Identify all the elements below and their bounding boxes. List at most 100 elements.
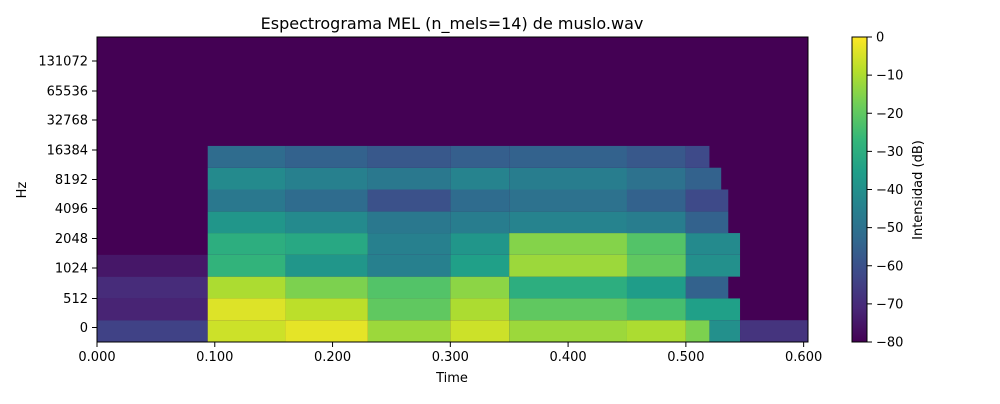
heatmap-cell: [207, 320, 286, 342]
heatmap-cells: [97, 145, 809, 342]
heatmap-cell: [367, 145, 451, 168]
y-axis-label: Hz: [15, 182, 30, 199]
y-tick-label: 32768: [47, 114, 88, 129]
colorbar-tick-label: −60: [876, 259, 903, 274]
heatmap-cell: [450, 167, 510, 190]
heatmap-cell: [685, 145, 710, 168]
heatmap-cell: [626, 211, 686, 234]
heatmap-cell: [450, 254, 510, 277]
heatmap-cell: [509, 145, 627, 168]
colorbar-label: Intensidad (dB): [911, 140, 926, 240]
heatmap-cell: [626, 254, 686, 277]
heatmap-cell: [207, 145, 286, 168]
y-tick-label: 1024: [55, 262, 88, 277]
colorbar-tick-label: −50: [876, 221, 903, 236]
heatmap-cell: [509, 298, 627, 321]
heatmap-cell: [367, 298, 451, 321]
y-tick-label: 65536: [47, 85, 88, 100]
heatmap-cell: [685, 254, 741, 277]
colorbar-tick-label: −70: [876, 297, 903, 312]
heatmap-cell: [367, 233, 451, 255]
heatmap-cell: [207, 254, 286, 277]
y-tick-label: 16384: [47, 144, 88, 159]
heatmap-cell: [685, 233, 741, 255]
heatmap-cell: [285, 189, 368, 212]
x-tick-label: 0.400: [549, 350, 586, 365]
heatmap-cell: [509, 211, 627, 234]
heatmap-cell: [97, 254, 208, 277]
heatmap-cell: [509, 233, 627, 255]
heatmap-cell: [207, 211, 286, 234]
heatmap-cell: [509, 167, 627, 190]
heatmap-cell: [97, 276, 208, 299]
y-tick-label: 131072: [38, 55, 88, 70]
heatmap-cell: [626, 276, 686, 299]
heatmap-cell: [207, 298, 286, 321]
colorbar-ticks: 0 −10 −20 −30 −40 −50 −60 −70 −80: [867, 31, 903, 351]
heatmap-cell: [367, 189, 451, 212]
heatmap-cell: [367, 211, 451, 234]
y-tick-label: 2048: [55, 232, 88, 247]
x-axis-ticks: 0.000 0.100 0.200 0.300 0.400 0.500 0.600: [78, 342, 822, 365]
x-tick-label: 0.100: [196, 350, 233, 365]
x-tick-label: 0.500: [667, 350, 704, 365]
heatmap-cell: [450, 211, 510, 234]
heatmap-cell: [367, 167, 451, 190]
heatmap-cell: [97, 320, 208, 342]
plot-frame: [96, 36, 809, 343]
heatmap-cell: [207, 189, 286, 212]
heatmap-cell: [626, 233, 686, 255]
x-axis-label: Time: [435, 371, 468, 386]
heatmap-cell: [626, 189, 686, 212]
x-tick-label: 0.600: [785, 350, 822, 365]
heatmap-cell: [450, 298, 510, 321]
heatmap-cell: [285, 167, 368, 190]
heatmap-cell: [285, 320, 368, 342]
heatmap-cell: [285, 233, 368, 255]
y-tick-label: 4096: [55, 202, 88, 217]
heatmap-cell: [207, 233, 286, 255]
heatmap-cell: [285, 276, 368, 299]
x-tick-label: 0.200: [314, 350, 351, 365]
y-tick-label: 512: [63, 292, 88, 307]
heatmap-cell: [509, 254, 627, 277]
y-axis-ticks: 0 512 1024 2048 4096 8192 16384 32768 65536 13107…: [38, 55, 97, 336]
heatmap-cell: [207, 167, 286, 190]
heatmap-cell: [285, 145, 368, 168]
chart-title: Espectrograma MEL (n_mels=14) de muslo.w…: [261, 14, 644, 34]
heatmap-cell: [685, 320, 710, 342]
heatmap-cell: [367, 320, 451, 342]
colorbar-tick-label: −80: [876, 336, 903, 351]
colorbar-tick-label: −30: [876, 145, 903, 160]
heatmap-cell: [509, 276, 627, 299]
colorbar: [851, 36, 868, 343]
colorbar-tick-label: −20: [876, 107, 903, 122]
heatmap-cell: [685, 211, 729, 234]
heatmap-cell: [626, 298, 686, 321]
heatmap-cell: [685, 189, 729, 212]
colorbar-tick-label: 0: [876, 31, 884, 46]
heatmap-cell: [367, 276, 451, 299]
heatmap-cell: [450, 276, 510, 299]
y-tick-label: 8192: [55, 173, 88, 188]
colorbar-tick-label: −40: [876, 183, 903, 198]
heatmap-cell: [285, 298, 368, 321]
heatmap-cell: [450, 189, 510, 212]
colorbar-tick-label: −10: [876, 69, 903, 84]
heatmap-cell: [709, 320, 741, 342]
heatmap-cell: [626, 145, 686, 168]
heatmap-cell: [509, 320, 627, 342]
heatmap-cell: [450, 233, 510, 255]
heatmap-cell: [450, 320, 510, 342]
x-tick-label: 0.000: [78, 350, 115, 365]
heatmap-cell: [685, 167, 722, 190]
heatmap-cell: [626, 167, 686, 190]
heatmap-cell: [685, 298, 741, 321]
heatmap-cell: [740, 320, 809, 342]
x-tick-label: 0.300: [432, 350, 469, 365]
y-tick-label: 0: [80, 321, 88, 336]
heatmap-cell: [450, 145, 510, 168]
heatmap-cell: [285, 211, 368, 234]
